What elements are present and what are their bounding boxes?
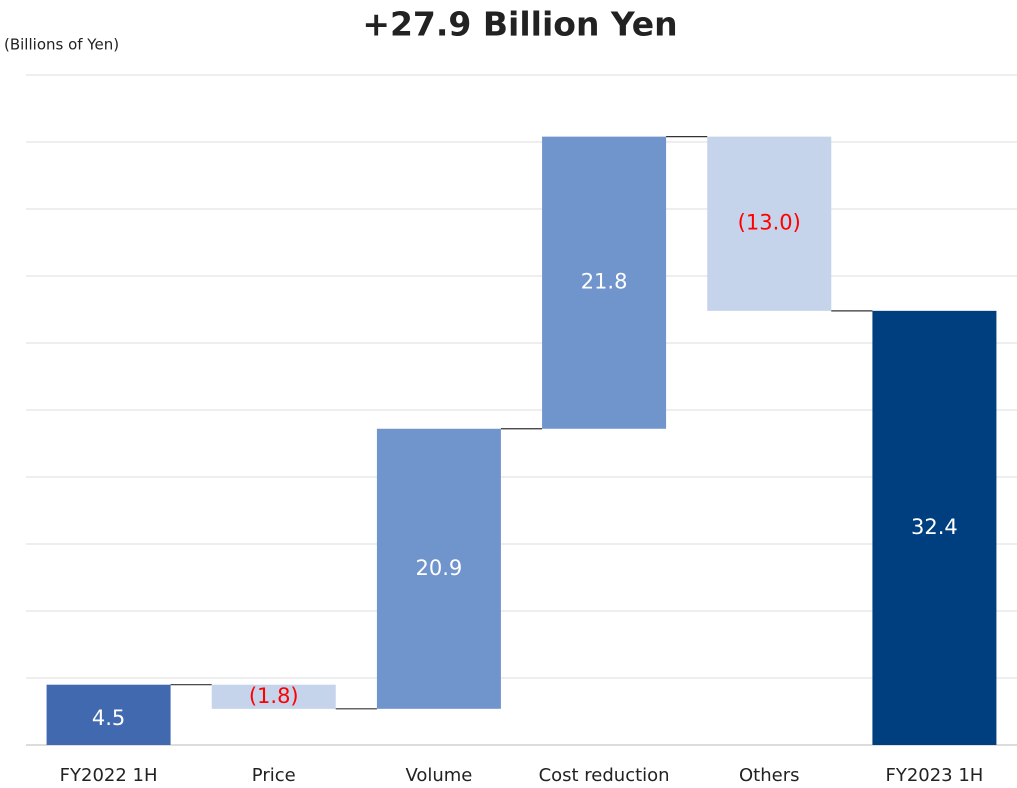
bar (211, 684, 336, 709)
bar (376, 428, 501, 709)
x-tick-label: Others (739, 765, 800, 786)
value-label: 32.4 (911, 515, 958, 539)
chart-title: +27.9 Billion Yen (362, 5, 677, 44)
bar (707, 136, 832, 311)
value-label: 20.9 (416, 556, 463, 580)
value-label: 21.8 (581, 270, 628, 294)
unit-label: (Billions of Yen) (4, 36, 119, 54)
x-tick-label: Price (252, 765, 296, 786)
x-tick-label: FY2023 1H (885, 765, 983, 786)
x-tick-label: Cost reduction (539, 765, 670, 786)
value-label: (13.0) (738, 211, 801, 235)
value-label: 4.5 (92, 706, 125, 730)
value-label: (1.8) (249, 684, 299, 708)
bar (542, 136, 667, 429)
bar (46, 684, 171, 745)
x-tick-label: Volume (405, 765, 472, 786)
x-tick-label: FY2022 1H (60, 765, 158, 786)
bar (872, 310, 997, 745)
